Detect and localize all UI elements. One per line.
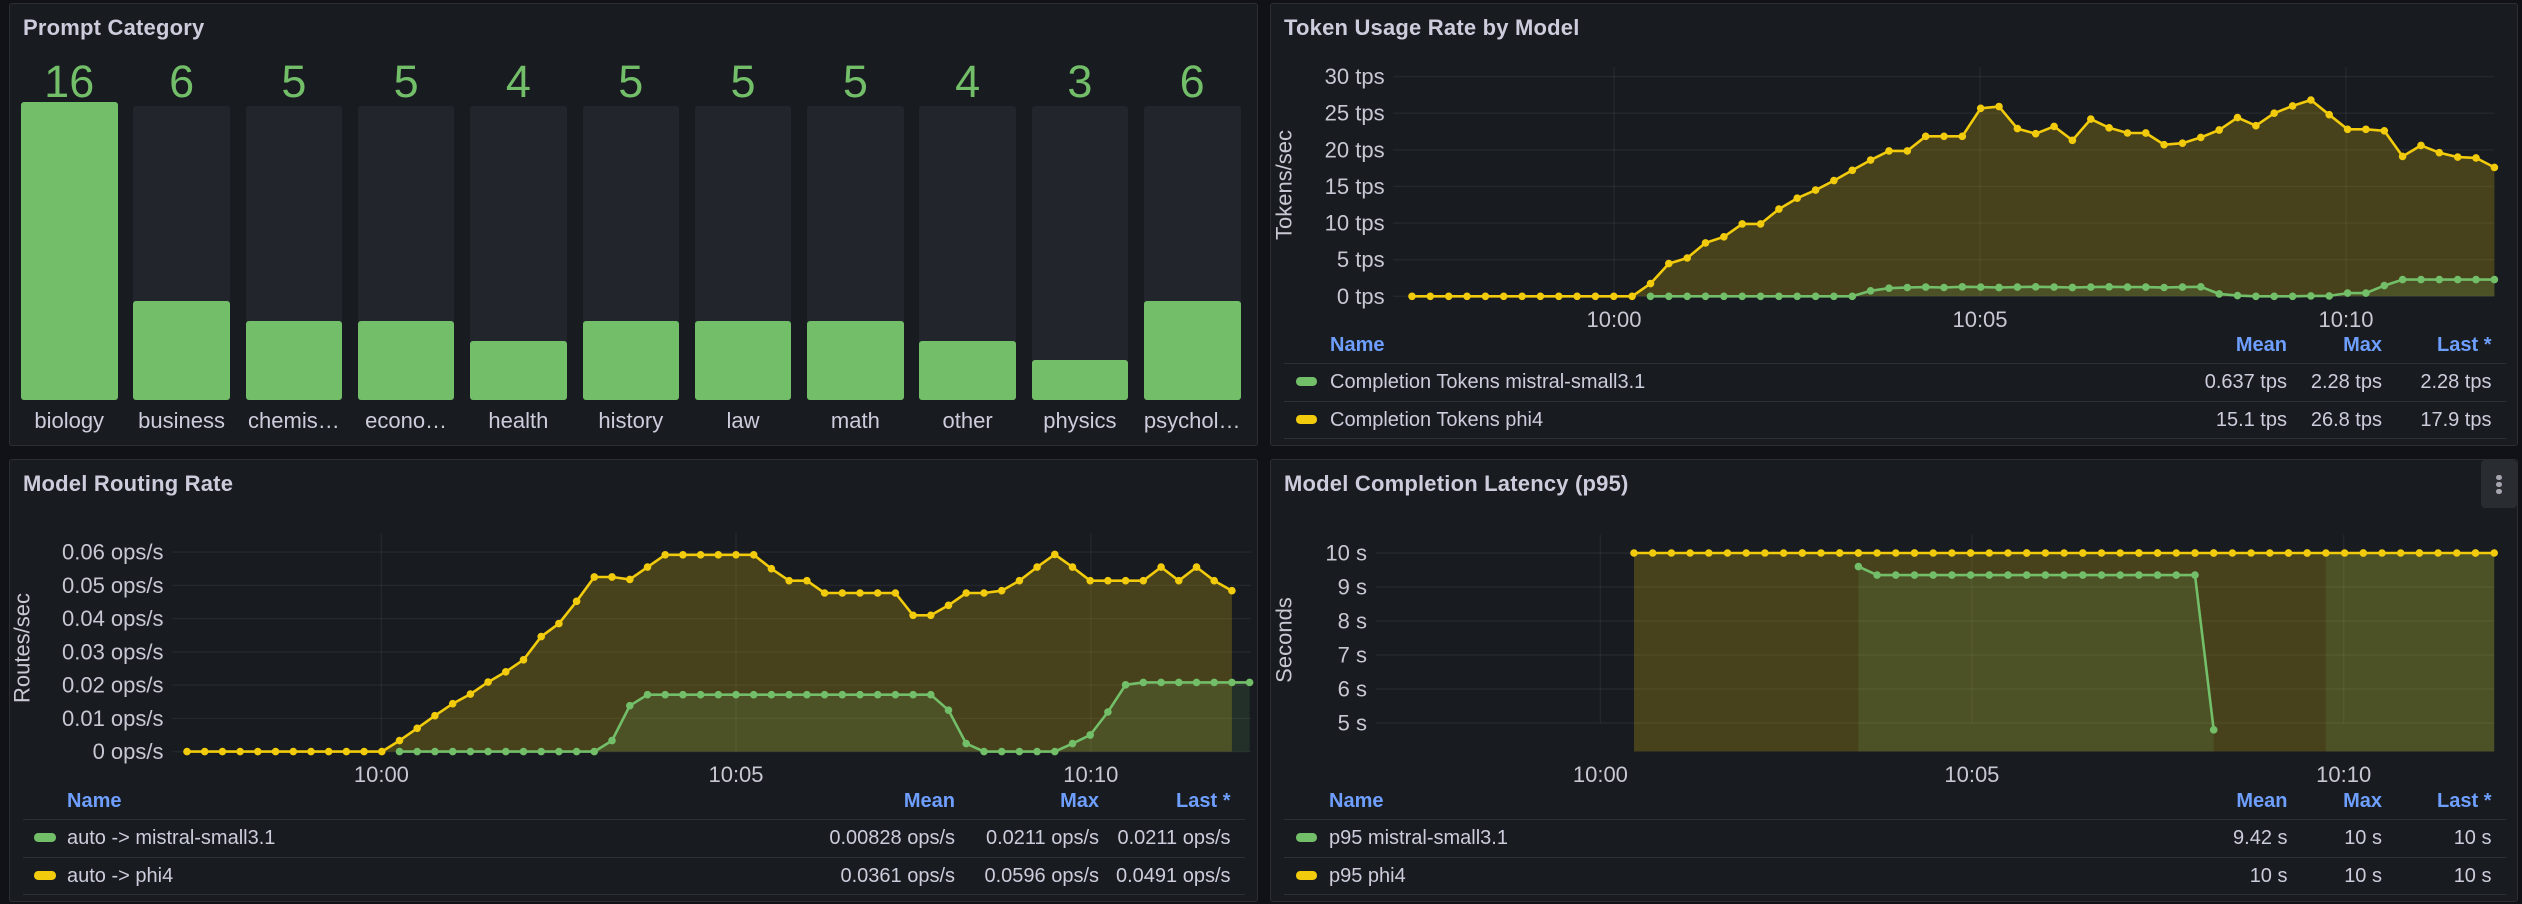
svg-text:15 tps: 15 tps [1325, 174, 1385, 199]
svg-text:10:00: 10:00 [354, 762, 409, 787]
svg-text:Routes/sec: Routes/sec [10, 593, 35, 703]
svg-text:9 s: 9 s [1338, 575, 1367, 600]
svg-text:8 s: 8 s [1338, 609, 1367, 634]
svg-text:10:05: 10:05 [1944, 762, 1999, 787]
svg-text:10:10: 10:10 [2316, 762, 2371, 787]
svg-text:0.03 ops/s: 0.03 ops/s [62, 639, 164, 664]
svg-text:0.02 ops/s: 0.02 ops/s [62, 673, 164, 698]
svg-text:0.04 ops/s: 0.04 ops/s [62, 606, 164, 631]
svg-text:10 s: 10 s [1325, 541, 1367, 566]
svg-text:0.05 ops/s: 0.05 ops/s [62, 573, 164, 598]
svg-text:10 tps: 10 tps [1325, 211, 1385, 236]
svg-text:10:00: 10:00 [1586, 307, 1641, 332]
svg-text:30 tps: 30 tps [1325, 64, 1385, 89]
svg-text:20 tps: 20 tps [1325, 137, 1385, 162]
svg-text:Seconds: Seconds [1272, 597, 1297, 683]
svg-text:0 ops/s: 0 ops/s [93, 739, 164, 764]
svg-text:0.01 ops/s: 0.01 ops/s [62, 706, 164, 731]
svg-text:10:00: 10:00 [1573, 762, 1628, 787]
svg-text:10:10: 10:10 [1063, 762, 1118, 787]
svg-text:10:10: 10:10 [2318, 307, 2373, 332]
svg-text:5 tps: 5 tps [1337, 247, 1385, 272]
svg-text:6 s: 6 s [1338, 677, 1367, 702]
svg-text:10:05: 10:05 [708, 762, 763, 787]
svg-text:25 tps: 25 tps [1325, 101, 1385, 126]
svg-text:10:05: 10:05 [1952, 307, 2007, 332]
svg-text:5 s: 5 s [1338, 711, 1367, 736]
svg-text:0 tps: 0 tps [1337, 284, 1385, 309]
svg-text:0.06 ops/s: 0.06 ops/s [62, 540, 164, 565]
svg-text:Tokens/sec: Tokens/sec [1272, 130, 1297, 240]
svg-text:7 s: 7 s [1338, 643, 1367, 668]
